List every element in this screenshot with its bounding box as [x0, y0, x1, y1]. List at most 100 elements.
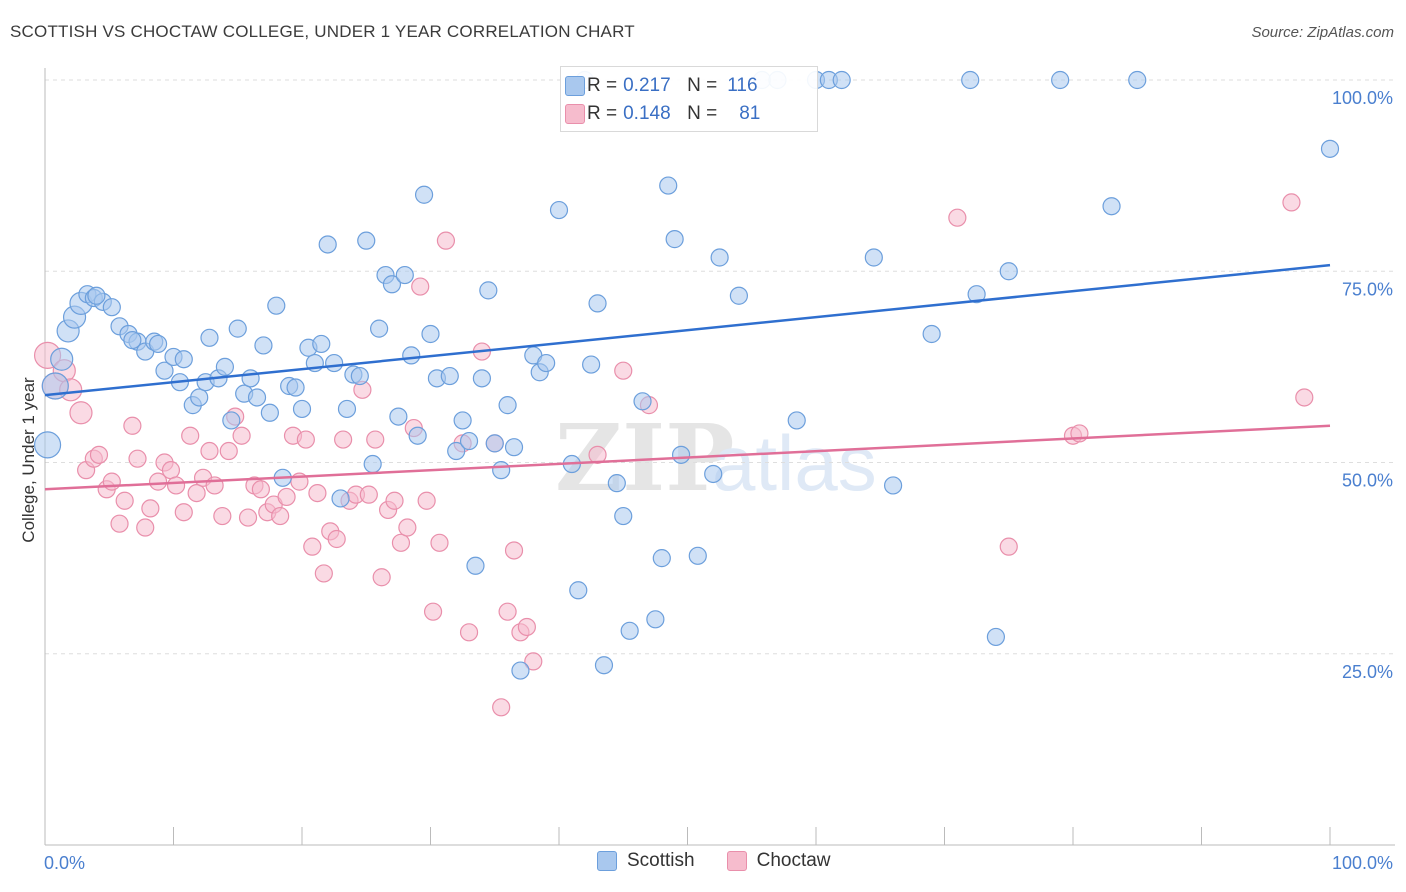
- choctaw-point: [89, 445, 109, 464]
- choctaw-point: [141, 499, 160, 518]
- svg-text:ZIP: ZIP: [555, 404, 734, 512]
- y-tick-label: 75.0%: [1342, 279, 1393, 299]
- choctaw-point: [524, 652, 543, 671]
- scottish-point: [402, 346, 421, 365]
- scottish-point: [286, 378, 305, 397]
- correlation-legend: R = 0.217 N = 116 R = 0.148 N = 81: [560, 66, 818, 132]
- scottish-point: [363, 454, 382, 474]
- choctaw-point: [391, 533, 411, 552]
- scottish-point: [254, 336, 273, 355]
- scottish-point: [215, 357, 234, 376]
- scottish-point: [986, 627, 1006, 647]
- legend-item-scottish[interactable]: Scottish: [597, 850, 695, 872]
- scottish-point: [665, 230, 684, 249]
- legend-r-value: 0.217: [623, 75, 671, 96]
- scottish-point: [999, 262, 1018, 281]
- scottish-point: [549, 200, 569, 220]
- scottish-point: [652, 549, 671, 568]
- choctaw-point: [327, 529, 346, 549]
- choctaw-point: [366, 430, 385, 449]
- scottish-point: [710, 248, 729, 267]
- scottish-point: [414, 185, 434, 204]
- scottish-point: [447, 441, 466, 461]
- choctaw-point: [1282, 193, 1301, 212]
- y-axis-label: College, Under 1 year: [19, 377, 38, 543]
- scottish-point: [704, 464, 723, 484]
- choctaw-point: [213, 506, 232, 526]
- scottish-point: [33, 431, 62, 459]
- y-tick-label: 50.0%: [1342, 471, 1393, 491]
- choctaw-swatch: [726, 851, 747, 871]
- choctaw-point: [187, 484, 206, 503]
- choctaw-point: [308, 484, 327, 503]
- choctaw-point: [999, 537, 1018, 556]
- scottish-point: [1051, 70, 1070, 90]
- choctaw-point: [430, 533, 449, 552]
- scottish-swatch: [565, 76, 585, 96]
- scottish-point: [864, 248, 883, 267]
- scottish-point: [492, 461, 511, 480]
- choctaw-point: [115, 491, 134, 510]
- scottish-point: [325, 353, 344, 373]
- scottish-point: [504, 438, 524, 457]
- scottish-point: [190, 388, 209, 407]
- scottish-point: [292, 399, 312, 419]
- legend-n-value: 116: [727, 75, 758, 96]
- choctaw-swatch: [565, 104, 585, 124]
- scottish-point: [569, 581, 588, 600]
- scottish-point: [395, 265, 414, 285]
- scottish-point: [671, 445, 691, 464]
- choctaw-point: [102, 472, 121, 491]
- choctaw-point: [359, 485, 378, 504]
- scottish-point: [787, 411, 806, 430]
- legend-n-value: 81: [739, 103, 761, 124]
- scottish-point: [357, 231, 376, 250]
- scottish-point: [247, 388, 267, 407]
- scottish-point: [267, 296, 286, 315]
- chart-title: SCOTTISH VS CHOCTAW COLLEGE, UNDER 1 YEA…: [10, 22, 635, 41]
- legend-n-label: N =: [687, 75, 718, 96]
- choctaw-point: [614, 361, 633, 380]
- scottish-point: [607, 474, 626, 493]
- choctaw-point: [69, 401, 93, 425]
- y-tick-label: 100.0%: [1332, 88, 1393, 108]
- zipatlas-watermark: ZIP atlas: [555, 404, 877, 512]
- legend-item-choctaw[interactable]: Choctaw: [726, 850, 831, 872]
- legend-n-label: N =: [687, 103, 718, 124]
- choctaw-point: [459, 623, 479, 642]
- scottish-point: [200, 328, 219, 347]
- scottish-point: [318, 235, 337, 254]
- scottish-trendline: [44, 263, 1331, 397]
- scottish-point: [174, 350, 193, 369]
- scottish-point: [614, 506, 633, 526]
- scottish-point: [241, 369, 260, 388]
- scottish-point: [659, 176, 678, 195]
- scottish-point: [485, 434, 504, 453]
- scottish-point: [582, 355, 601, 374]
- choctaw-point: [161, 461, 181, 480]
- scottish-point: [832, 70, 851, 90]
- choctaw-point: [385, 491, 404, 510]
- legend-row-scottish: R = 0.217 N = 116: [565, 72, 758, 100]
- scottish-point: [511, 661, 530, 680]
- scottish-point: [50, 347, 74, 371]
- choctaw-point: [948, 208, 967, 227]
- choctaw-point: [219, 441, 238, 461]
- scottish-point: [155, 361, 174, 380]
- choctaw-point: [200, 441, 219, 461]
- scottish-point: [967, 285, 986, 304]
- scottish-point: [620, 621, 639, 640]
- choctaw-point: [232, 426, 251, 445]
- legend-label-scottish: Scottish: [627, 850, 695, 871]
- scottish-point: [421, 324, 440, 344]
- choctaw-point: [251, 480, 270, 499]
- scottish-point: [646, 610, 665, 629]
- scottish-point: [633, 392, 652, 411]
- choctaw-point: [1295, 388, 1314, 407]
- legend-label-choctaw: Choctaw: [756, 850, 831, 871]
- choctaw-point: [314, 564, 333, 583]
- legend-r-value: 0.148: [623, 103, 671, 124]
- x-tick-label: 0.0%: [44, 853, 85, 873]
- scottish-point: [883, 476, 903, 495]
